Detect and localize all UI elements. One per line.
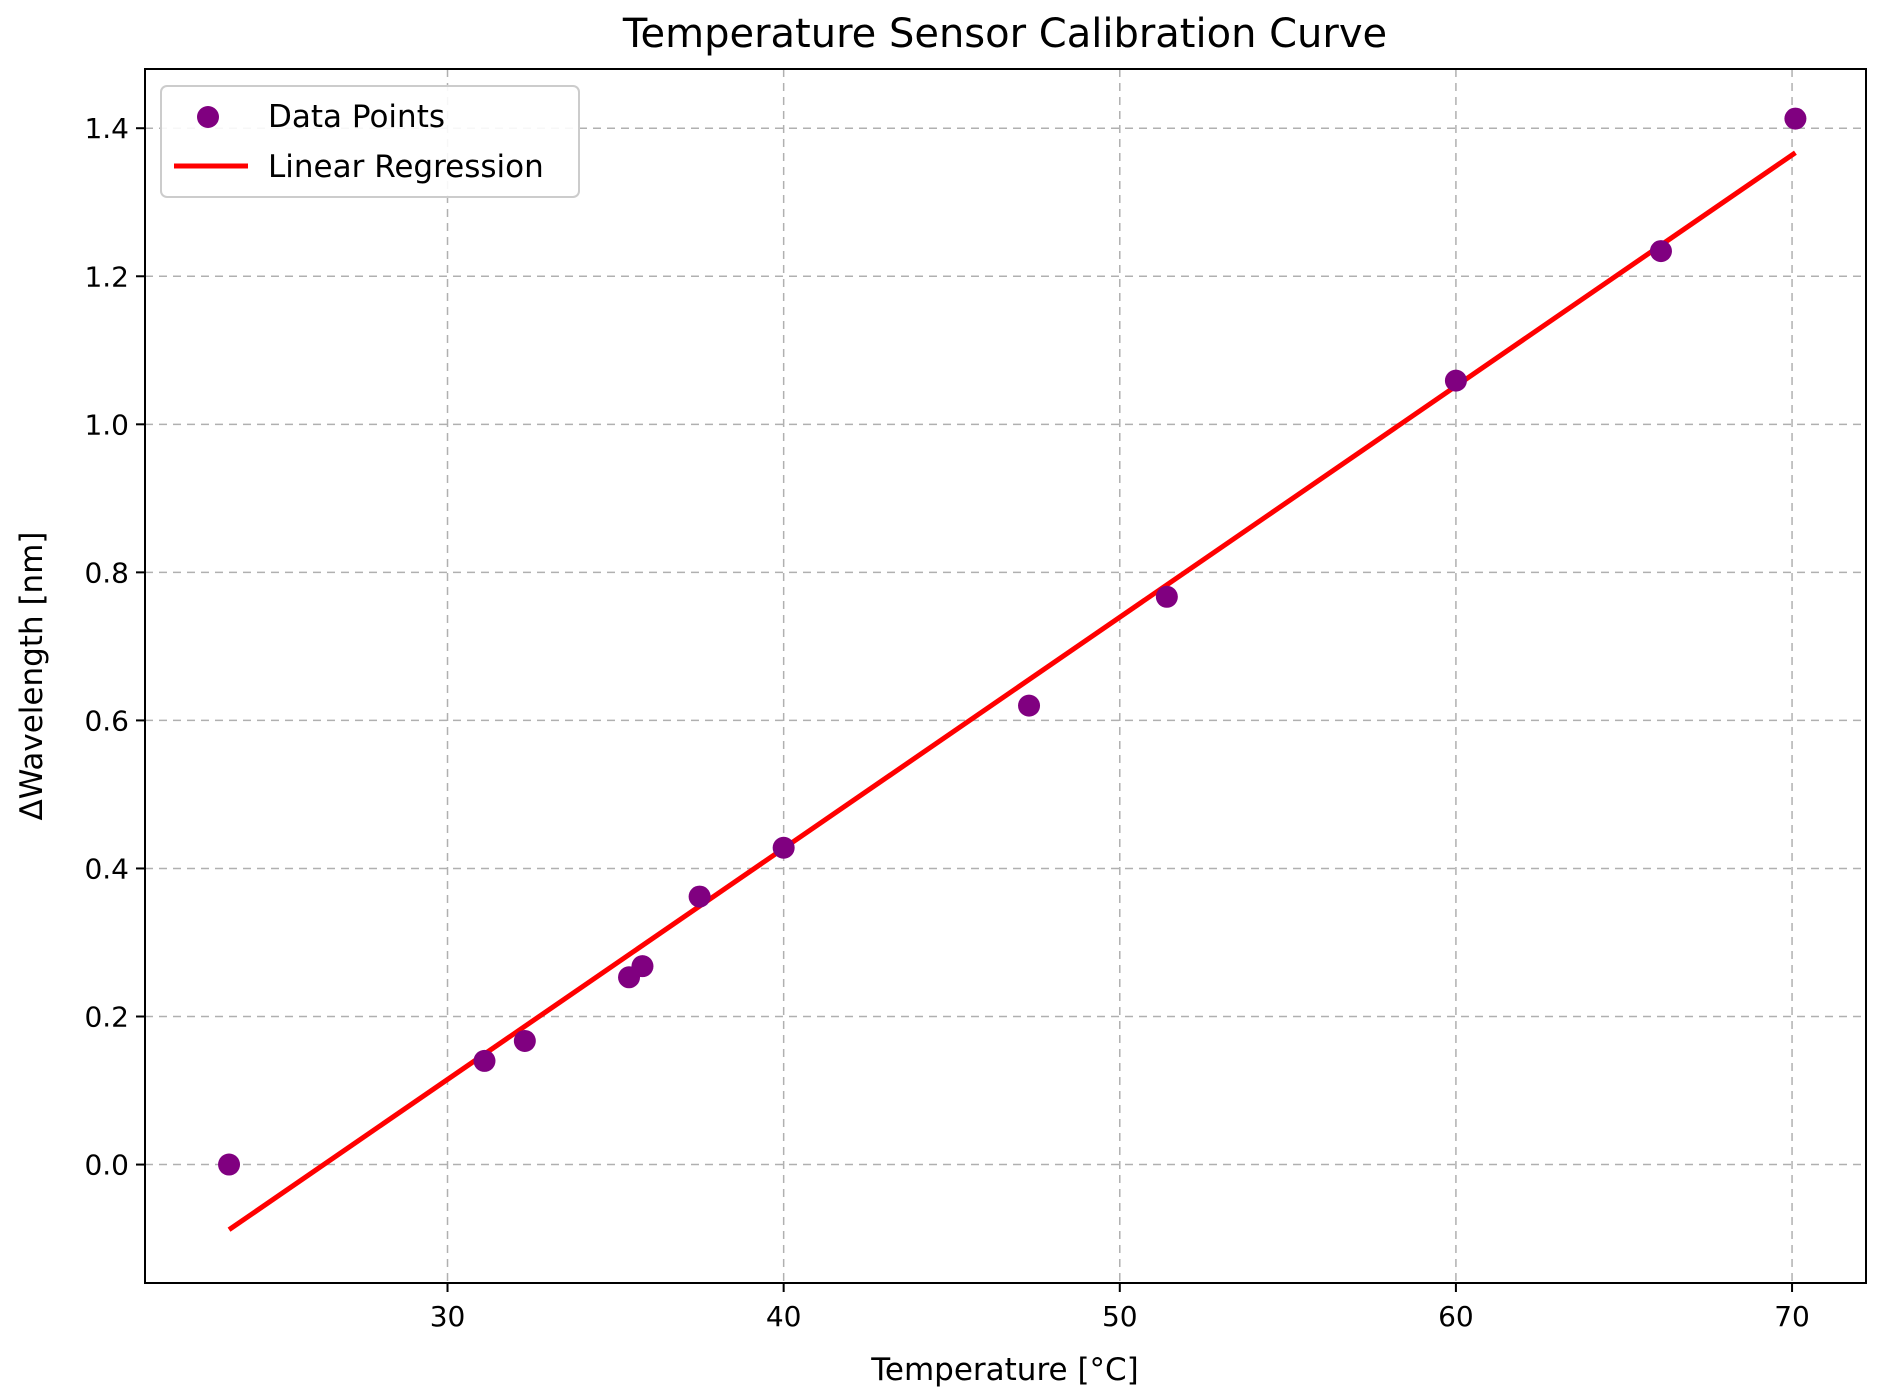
x-tick-label: 60	[1438, 1300, 1474, 1333]
x-tick-label: 50	[1102, 1300, 1138, 1333]
y-tick-label: 0.2	[84, 1001, 129, 1034]
regression-line	[227, 150, 1797, 1232]
data-point	[772, 836, 795, 859]
legend: Data Points Linear Regression	[160, 85, 580, 198]
legend-box	[160, 85, 580, 198]
chart-title: Temperature Sensor Calibration Curve	[622, 11, 1387, 57]
data-point	[513, 1029, 536, 1052]
y-tick-label: 0.4	[84, 852, 129, 885]
y-tick-label: 1.2	[84, 260, 129, 293]
y-tick-label: 0.6	[84, 704, 129, 737]
data-point	[1444, 369, 1467, 392]
x-tick-label: 70	[1774, 1300, 1810, 1333]
data-point	[1784, 107, 1807, 130]
data-point	[631, 955, 654, 978]
y-axis-label: ΔWavelength [nm]	[14, 532, 50, 821]
legend-marker-data-points	[197, 106, 219, 128]
x-axis-ticks: 30 40 50 60 70	[430, 1283, 1810, 1333]
plot-area-frame	[144, 68, 1867, 1284]
data-point	[1649, 240, 1672, 263]
x-tick-label: 40	[766, 1300, 802, 1333]
plot-series	[218, 107, 1807, 1232]
data-point	[473, 1049, 496, 1072]
data-point	[1018, 694, 1041, 717]
y-tick-label: 0.8	[84, 556, 129, 589]
data-point	[218, 1153, 241, 1176]
y-tick-label: 0.0	[84, 1149, 129, 1182]
y-tick-label: 1.4	[84, 112, 129, 145]
legend-label-linear-regression: Linear Regression	[268, 149, 544, 185]
data-point	[688, 885, 711, 908]
grid	[145, 69, 1866, 1283]
legend-label-data-points: Data Points	[268, 99, 445, 135]
y-tick-label: 1.0	[84, 408, 129, 441]
x-axis-label: Temperature [°C]	[870, 1352, 1139, 1388]
x-tick-label: 30	[430, 1300, 466, 1333]
data-point	[1155, 585, 1178, 608]
y-axis-ticks: 0.0 0.2 0.4 0.6 0.8 1.0 1.2 1.4	[84, 112, 145, 1182]
